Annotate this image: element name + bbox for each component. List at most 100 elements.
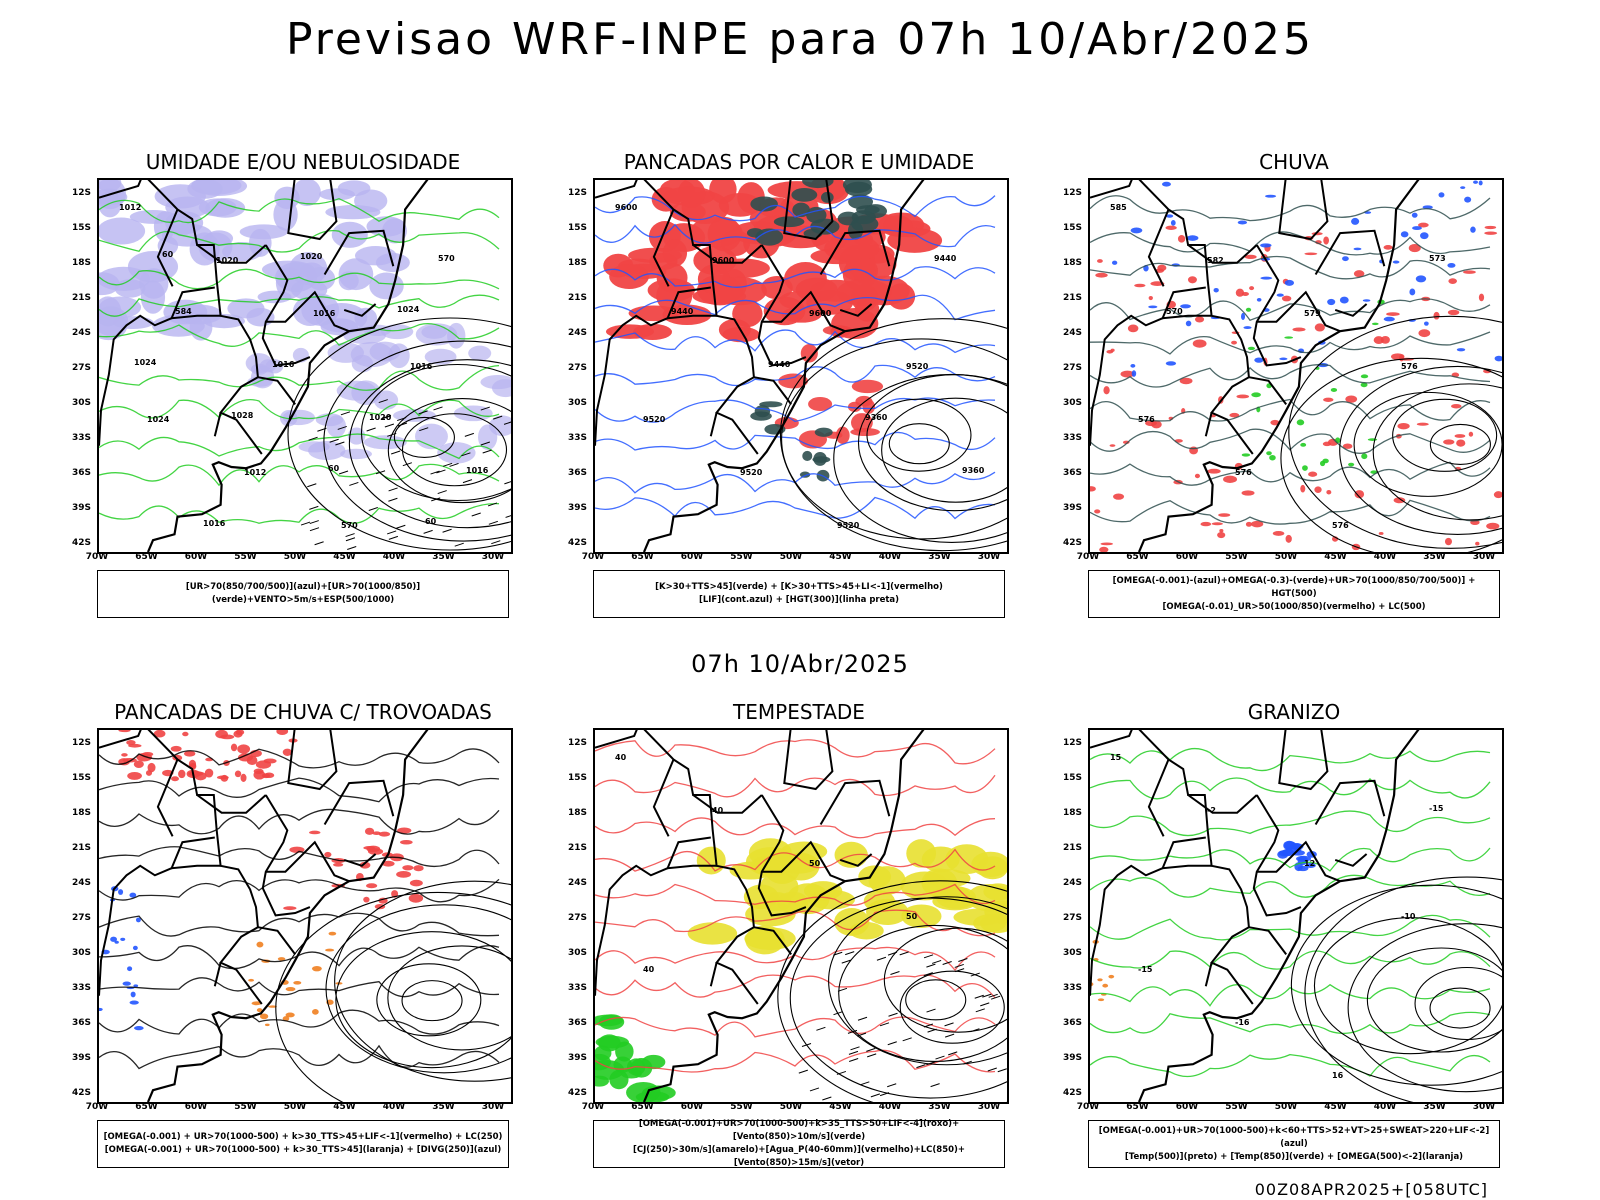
shaded-field (1283, 840, 1296, 851)
wind-vector (482, 449, 492, 454)
shaded-field (1245, 521, 1252, 527)
contour-label: 9440 (934, 254, 957, 263)
country-border (1187, 244, 1258, 264)
wind-vector (899, 951, 909, 956)
wind-vector (798, 1069, 808, 1074)
x-tick-label: 30W (481, 1102, 505, 1112)
x-tick-label: 60W (680, 1102, 704, 1112)
shaded-field (1120, 370, 1135, 378)
country-border (595, 314, 668, 446)
panel-title: CHUVA (1259, 150, 1329, 174)
shaded-field (1478, 293, 1485, 302)
wind-vector (345, 533, 355, 538)
shaded-field (1281, 848, 1294, 857)
y-tick-label: 24S (71, 328, 91, 338)
country-border (196, 794, 267, 814)
x-tick-label: 60W (1175, 1102, 1199, 1112)
shaded-field (256, 941, 264, 948)
x-tick-label: 55W (1225, 552, 1248, 562)
contour-line (99, 364, 500, 391)
shaded-field (808, 889, 856, 910)
shaded-field (1360, 382, 1368, 388)
shaded-field (1260, 276, 1273, 280)
shaded-field (1180, 304, 1191, 309)
wind-vector (454, 542, 464, 547)
country-border (1278, 180, 1329, 241)
contour-line (1090, 810, 1491, 837)
shaded-field (835, 426, 850, 444)
x-tick-label: 30W (1472, 1102, 1496, 1112)
y-tick-label: 27S (71, 363, 91, 373)
wind-vector (970, 1028, 980, 1033)
wind-vector (948, 1051, 958, 1056)
shaded-field (129, 892, 137, 898)
shaded-field (1330, 388, 1338, 392)
shaded-field (778, 373, 809, 389)
shaded-field (1148, 305, 1158, 309)
country-border (1334, 303, 1368, 317)
y-tick-label: 18S (567, 808, 587, 818)
shaded-field (99, 217, 146, 245)
shaded-field (1244, 254, 1257, 260)
contour-label: 1024 (134, 358, 157, 367)
y-tick-label: 24S (71, 878, 91, 888)
shaded-field (1371, 322, 1379, 326)
shaded-field (282, 1016, 290, 1022)
x-tick-label: 35W (928, 552, 951, 562)
isobar (781, 338, 1007, 540)
contour-line (1090, 1053, 1491, 1078)
shaded-field (1097, 998, 1105, 1002)
shaded-field (851, 215, 879, 233)
y-tick-label: 36S (1062, 1018, 1082, 1028)
shaded-field (1456, 348, 1466, 352)
wind-vector (990, 995, 1001, 1000)
wind-vector (388, 497, 398, 502)
shaded-field (488, 415, 511, 436)
shaded-field (1392, 260, 1400, 264)
coastline (642, 180, 925, 552)
wind-vector (930, 1083, 940, 1088)
x-tick-label: 45W (333, 552, 356, 562)
country-border (692, 244, 763, 264)
shaded-field (1213, 287, 1219, 293)
wind-vector (442, 462, 453, 467)
isobar (401, 980, 463, 1022)
y-tick-label: 42S (71, 1088, 91, 1098)
country-border (156, 209, 179, 287)
country-border (257, 376, 296, 405)
isobar (1288, 315, 1502, 549)
country-border (343, 303, 377, 317)
x-tick-label: 45W (1324, 552, 1347, 562)
legend-line: [OMEGA(-0.001) + UR>70(1000-500) + k>30_… (103, 1132, 503, 1142)
coastline (146, 180, 429, 552)
shaded-field (264, 772, 275, 779)
y-tick-label: 18S (1062, 258, 1082, 268)
contour-line (595, 329, 996, 354)
shaded-field (856, 205, 880, 215)
shaded-field (220, 774, 229, 782)
shaded-field (747, 228, 764, 238)
panel-legend: [OMEGA(-0.001)+UR>70(1000-500)+k>35_TTS>… (593, 1119, 1005, 1168)
shaded-field (1241, 312, 1246, 321)
contour-line (595, 739, 996, 765)
wind-vector (870, 1093, 881, 1098)
contour-label: 9520 (740, 468, 763, 477)
shaded-field (118, 889, 124, 895)
shaded-field (237, 744, 251, 754)
x-tick-label: 45W (333, 1102, 356, 1112)
y-tick-label: 21S (71, 293, 91, 303)
country-border (652, 759, 675, 837)
shaded-field (130, 991, 136, 998)
wind-vector (464, 432, 474, 437)
shaded-field (153, 730, 166, 738)
shaded-field (337, 180, 371, 197)
shaded-field (285, 1012, 295, 1018)
y-tick-label: 39S (1062, 503, 1082, 513)
wind-vector (944, 1022, 954, 1027)
shaded-field (1493, 491, 1502, 499)
isobar (323, 340, 511, 542)
contour-line (595, 848, 996, 872)
contour-label: 16 (1332, 1071, 1344, 1080)
y-tick-label: 15S (1062, 223, 1082, 233)
y-tick-label: 27S (567, 363, 587, 373)
